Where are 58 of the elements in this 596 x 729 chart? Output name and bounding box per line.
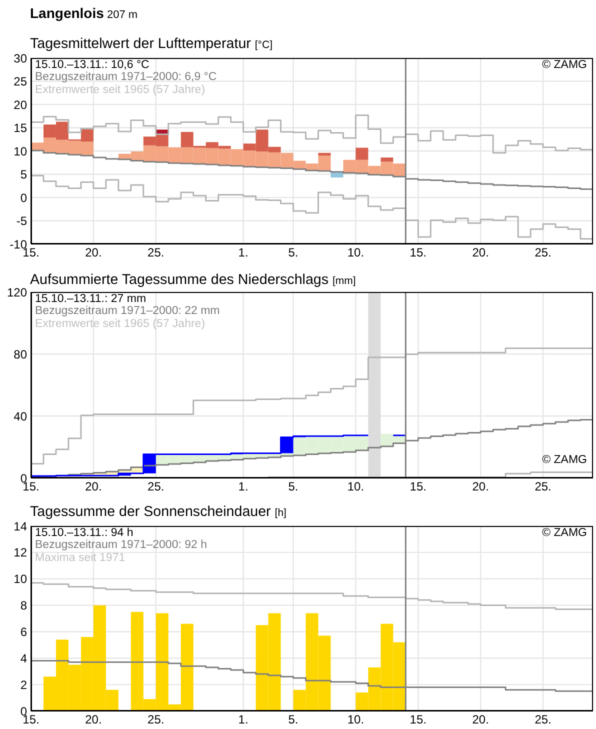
x-tick-label: 1. <box>238 246 248 260</box>
annotation: © ZAMG <box>542 59 587 72</box>
x-tick-label: 25. <box>148 712 164 727</box>
y-tick-label: 14 <box>14 519 28 534</box>
x-tick-label: 25. <box>534 480 552 494</box>
annotation: Maxima seit 1971 <box>35 552 126 564</box>
y-tick-label: 20 <box>14 98 28 112</box>
y-tick-label: 2 <box>20 678 28 692</box>
annotation: Bezugszeitraum 1971–2000: 22 mm <box>35 305 220 318</box>
x-tick-label: 5. <box>288 712 298 727</box>
x-tick-label: 5. <box>288 480 298 494</box>
x-tick-label: 20. <box>85 712 102 727</box>
x-tick-label: 25. <box>148 480 164 494</box>
x-tick-label: 15. <box>410 246 426 260</box>
annotation: 15.10.–13.11.: 94 h <box>35 527 134 540</box>
chart-title: Langenlois 207 m <box>30 5 138 21</box>
x-tick-label: 5. <box>288 246 298 260</box>
x-tick-label: 20. <box>85 480 102 494</box>
y-tick-label: 30 <box>14 51 28 66</box>
annotation: 15.10.–13.11.: 10,6 °C <box>35 59 150 72</box>
annotation: Bezugszeitraum 1971–2000: 92 h <box>35 539 207 552</box>
x-tick-label: 1. <box>238 712 248 727</box>
y-tick-label: 0 <box>20 190 28 205</box>
y-tick-label: 4 <box>20 651 28 666</box>
y-tick-label: 6 <box>20 624 28 639</box>
y-tick-label: 10 <box>14 572 28 586</box>
y-tick-label: 25 <box>14 74 28 89</box>
x-tick-label: 15. <box>410 712 426 727</box>
x-tick-label: 10. <box>347 712 364 727</box>
annotation: © ZAMG <box>542 527 587 540</box>
y-tick-label: 15 <box>14 121 28 136</box>
y-tick-label: -5 <box>16 214 28 228</box>
y-tick-label: 8 <box>20 598 28 613</box>
y-tick-label: 80 <box>14 347 28 362</box>
annotation: 15.10.–13.11.: 27 mm <box>35 293 148 306</box>
annotation: Extremwerte seit 1965 (57 Jahre) <box>35 84 206 96</box>
x-tick-label: 25. <box>148 246 164 260</box>
chart-title: Aufsummierte Tagessumme des Niederschlags [mm] <box>30 272 356 288</box>
y-tick-label: 10 <box>14 144 28 158</box>
x-tick-label: 10. <box>347 246 364 260</box>
x-tick-label: 10. <box>347 480 364 494</box>
annotation: Bezugszeitraum 1971–2000: 6,9 °C <box>35 71 217 84</box>
x-tick-label: 15. <box>410 480 426 494</box>
y-tick-label: 5 <box>20 168 28 182</box>
x-tick-label: 1. <box>238 480 248 494</box>
x-tick-label: 20. <box>472 480 489 494</box>
annotation: © ZAMG <box>542 454 587 466</box>
annotation: Extremwerte seit 1965 (57 Jahre) <box>35 318 206 330</box>
x-tick-label: 20. <box>85 246 102 260</box>
x-tick-label: 20. <box>472 246 489 260</box>
y-tick-label: 40 <box>14 409 28 424</box>
chart-subtitle: Tagesmittelwert der Lufttemperatur [°C] <box>30 36 273 52</box>
chart-title: Tagessumme der Sonnenscheindauer [h] <box>30 504 286 520</box>
y-tick-label: 120 <box>6 285 28 300</box>
y-tick-label: 12 <box>14 546 28 560</box>
x-tick-label: 25. <box>534 246 552 260</box>
x-tick-label: 20. <box>472 712 489 727</box>
x-tick-label: 25. <box>534 712 552 727</box>
